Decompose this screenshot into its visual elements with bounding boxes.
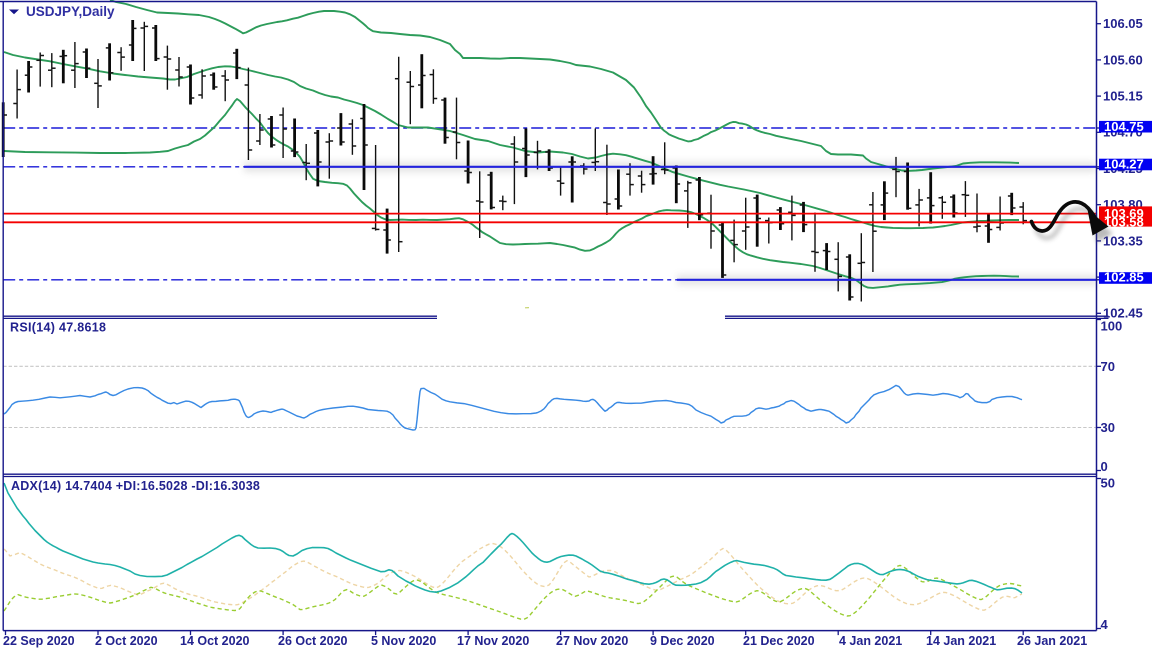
svg-text:USDJPY,Daily: USDJPY,Daily xyxy=(26,4,115,19)
svg-text:RSI(14) 47.8618: RSI(14) 47.8618 xyxy=(10,321,106,335)
svg-text:105.15: 105.15 xyxy=(1103,88,1143,103)
svg-text:104.27: 104.27 xyxy=(1104,157,1144,172)
svg-text:0: 0 xyxy=(1101,459,1108,474)
svg-text:100: 100 xyxy=(1101,319,1123,334)
svg-text:4: 4 xyxy=(1101,617,1109,632)
svg-text:27 Nov 2020: 27 Nov 2020 xyxy=(556,634,628,648)
svg-text:17 Nov 2020: 17 Nov 2020 xyxy=(457,634,529,648)
svg-text:105.60: 105.60 xyxy=(1103,52,1143,67)
svg-text:103.69: 103.69 xyxy=(1104,206,1144,221)
svg-text:106.05: 106.05 xyxy=(1103,16,1143,31)
svg-text:9 Dec 2020: 9 Dec 2020 xyxy=(650,634,715,648)
svg-text:14 Oct 2020: 14 Oct 2020 xyxy=(180,634,250,648)
svg-text:102.85: 102.85 xyxy=(1104,270,1144,285)
svg-text:30: 30 xyxy=(1101,420,1115,435)
svg-text:26 Jan 2021: 26 Jan 2021 xyxy=(1017,634,1087,648)
svg-text:ADX(14) 14.7404 +DI:16.5028 -D: ADX(14) 14.7404 +DI:16.5028 -DI:16.3038 xyxy=(11,479,260,493)
svg-text:104.75: 104.75 xyxy=(1104,119,1144,134)
svg-text:50: 50 xyxy=(1101,476,1115,491)
svg-text:5 Nov 2020: 5 Nov 2020 xyxy=(371,634,436,648)
svg-text:102.45: 102.45 xyxy=(1103,306,1143,321)
svg-text:22 Sep 2020: 22 Sep 2020 xyxy=(3,634,75,648)
svg-text:14 Jan 2021: 14 Jan 2021 xyxy=(926,634,996,648)
svg-text:21 Dec 2020: 21 Dec 2020 xyxy=(743,634,815,648)
svg-text:26 Oct 2020: 26 Oct 2020 xyxy=(278,634,348,648)
svg-text:2 Oct 2020: 2 Oct 2020 xyxy=(95,634,158,648)
svg-text:103.35: 103.35 xyxy=(1103,233,1143,248)
svg-text:4 Jan 2021: 4 Jan 2021 xyxy=(839,634,902,648)
svg-text:103.58: 103.58 xyxy=(1104,215,1144,230)
svg-text:70: 70 xyxy=(1101,359,1115,374)
